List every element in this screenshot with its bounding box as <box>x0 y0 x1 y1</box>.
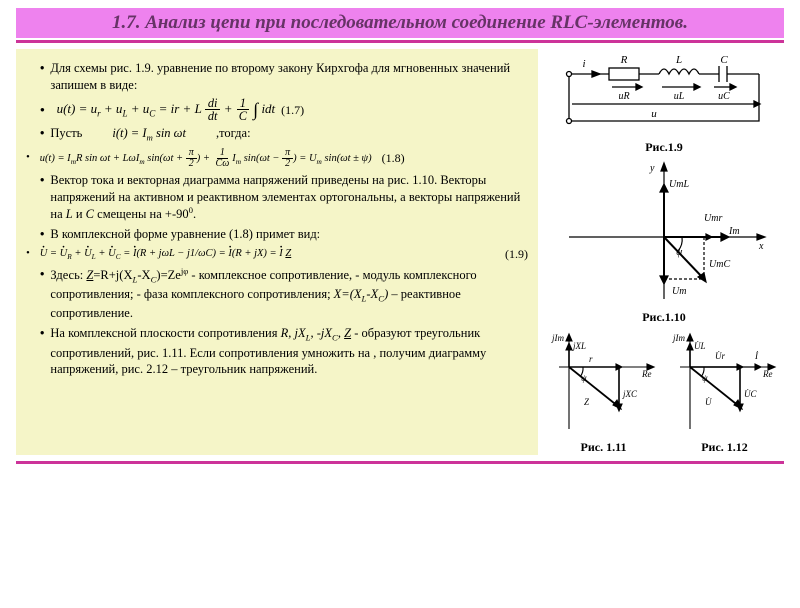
svg-text:ψ: ψ <box>702 373 708 383</box>
svg-text:U̇r: U̇r <box>715 351 725 361</box>
eq-1-8: u(t) = ImR sin ωt + LωIm sin(ωt + π2) + … <box>40 148 372 169</box>
caption-1-12: Рис. 1.12 <box>665 440 784 455</box>
svg-text:uL: uL <box>674 91 685 102</box>
togda: ,тогда: <box>216 125 251 144</box>
content-row: Для схемы рис. 1.9. уравнение по второму… <box>0 49 800 455</box>
eq-1-7: u(t) = ur + uL + uC = ir + L didt + 1C ∫… <box>57 97 276 123</box>
eq-1-9: U = UR + UL + UC = I(R + jωL − j1/ωC) = … <box>40 247 292 262</box>
svg-text:R: R <box>620 54 628 66</box>
svg-text:ψ: ψ <box>676 247 683 258</box>
para-1: Для схемы рис. 1.9. уравнение по второму… <box>50 60 528 94</box>
svg-text:UmC: UmC <box>709 259 730 270</box>
figure-1-12: jIm U̇L U̇r İ Re U̇C U̇ ψ Рис. 1.12 <box>665 329 784 455</box>
svg-text:Re: Re <box>762 369 773 379</box>
para-4: Здесь: Z=R+j(XL-XC)=Zejφ - комплексное с… <box>50 266 528 323</box>
svg-text:i: i <box>582 58 585 70</box>
eq-1-8-tag: (1.8) <box>382 150 405 166</box>
svg-text:jIm: jIm <box>551 333 564 343</box>
svg-text:r: r <box>589 354 593 364</box>
svg-text:x: x <box>758 241 764 252</box>
caption-1-11: Рис. 1.11 <box>544 440 663 455</box>
eq-1-9-tag: (1.9) <box>505 246 528 262</box>
para-2: Вектор тока и векторная диаграмма напряж… <box>50 172 528 224</box>
svg-text:U̇: U̇ <box>705 397 712 407</box>
svg-text:Z: Z <box>584 397 590 407</box>
figure-1-10: y x UmL Umr Im UmC Um ψ Рис.1.10 <box>544 159 784 325</box>
svg-text:u: u <box>651 108 657 120</box>
svg-text:U̇L: U̇L <box>694 341 706 351</box>
svg-text:Um: Um <box>672 286 686 297</box>
figures-column: i R L C uR uL uC u Рис.1.9 <box>544 49 784 455</box>
caption-1-10: Рис.1.10 <box>544 310 784 325</box>
svg-text:İ: İ <box>754 351 759 361</box>
text-panel: Для схемы рис. 1.9. уравнение по второму… <box>16 49 538 455</box>
svg-text:Re: Re <box>641 369 652 379</box>
svg-text:Umr: Umr <box>704 213 722 224</box>
divider-top <box>16 40 784 43</box>
para-5: На комплексной плоскости сопротивления R… <box>50 325 528 378</box>
slide-title: 1.7. Анализ цепи при последовательном со… <box>16 8 784 38</box>
svg-text:U̇C: U̇C <box>744 389 757 399</box>
divider-bottom <box>16 461 784 464</box>
svg-text:jXL: jXL <box>572 341 586 351</box>
svg-text:L: L <box>675 54 682 66</box>
eq-i-t: i(t) = Im sin ωt <box>112 125 186 144</box>
svg-text:C: C <box>720 54 728 66</box>
figure-1-11-12-row: jIm jXL r Re jXC Z ψ Рис. 1.11 <box>544 329 784 455</box>
caption-1-9: Рис.1.9 <box>544 140 784 155</box>
svg-text:Im: Im <box>728 226 740 237</box>
figure-1-9: i R L C uR uL uC u Рис.1.9 <box>544 49 784 155</box>
svg-text:y: y <box>649 163 655 174</box>
eq-1-7-tag: (1.7) <box>281 102 304 118</box>
svg-text:ψ: ψ <box>581 373 587 383</box>
svg-text:uR: uR <box>618 91 629 102</box>
svg-text:UmL: UmL <box>669 179 689 190</box>
svg-text:uC: uC <box>718 91 730 102</box>
figure-1-11: jIm jXL r Re jXC Z ψ Рис. 1.11 <box>544 329 663 455</box>
pust: Пусть <box>50 125 82 144</box>
svg-text:jIm: jIm <box>672 333 685 343</box>
svg-text:jXC: jXC <box>622 389 638 399</box>
